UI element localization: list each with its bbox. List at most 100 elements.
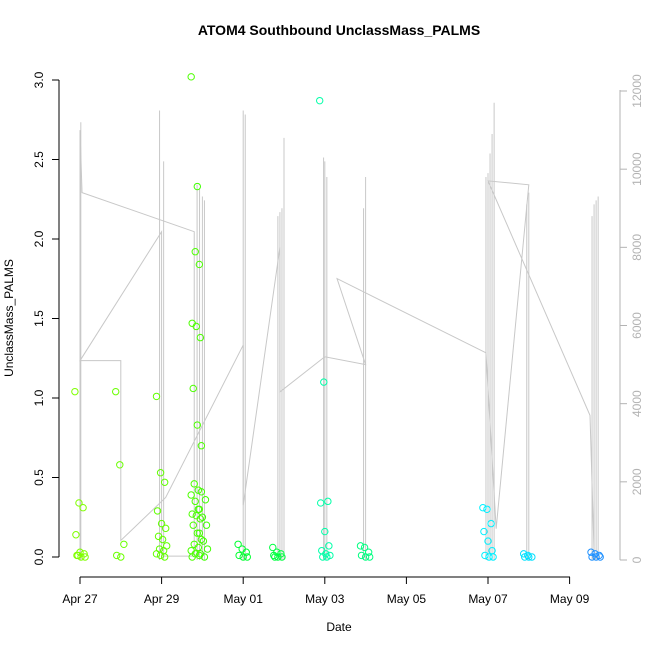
data-point-103 <box>485 553 493 561</box>
data-point-62 <box>199 537 208 545</box>
y2-tick-label-1: 2000 <box>630 468 644 495</box>
x-ticks: Apr 27 Apr 29 May 01 May 03 May 05 May 07 May … <box>62 577 590 606</box>
data-point-93 <box>357 551 366 560</box>
data-point-70 <box>239 553 247 561</box>
y2-tick-label-5: 10000 <box>630 152 644 186</box>
data-point-13 <box>113 551 121 560</box>
y-tick-label-6: 3.0 <box>32 71 46 88</box>
data-point-2 <box>79 504 87 512</box>
data-point-18 <box>153 507 162 515</box>
x-tick-label-0: Apr 27 <box>62 592 98 606</box>
data-point-48 <box>197 535 206 544</box>
data-point-72 <box>269 543 277 552</box>
y-tick-label-0: 0.0 <box>32 548 46 565</box>
data-point-36 <box>193 421 202 429</box>
x-tick-label-4: May 05 <box>387 592 427 606</box>
data-point-76 <box>274 553 282 561</box>
data-point-75 <box>270 551 278 560</box>
data-point-66 <box>234 540 242 548</box>
data-point-38 <box>190 480 198 488</box>
data-point-11 <box>116 461 124 469</box>
data-point-35 <box>189 384 197 393</box>
data-point-59 <box>198 513 207 521</box>
x-tick-label-6: May 09 <box>550 592 590 606</box>
data-point-0 <box>71 387 79 396</box>
data-point-58 <box>194 505 203 513</box>
data-point-57 <box>201 496 210 504</box>
data-point-69 <box>235 551 243 560</box>
y-tick-label-1: 0.5 <box>32 469 46 486</box>
x-tick-label-1: Apr 29 <box>144 592 180 606</box>
data-point-104 <box>489 553 497 561</box>
data-point-107 <box>528 553 536 561</box>
secondary-series-layer <box>79 102 599 560</box>
data-point-77 <box>278 553 286 561</box>
data-point-71 <box>243 553 251 561</box>
data-point-22 <box>158 535 167 544</box>
x-axis-title: Date <box>326 620 352 634</box>
data-point-8 <box>81 553 89 561</box>
data-point-79 <box>316 96 324 105</box>
y-tick-label-4: 2.0 <box>32 230 46 247</box>
data-point-81 <box>324 497 332 506</box>
axes-layer: Apr 27 Apr 29 May 01 May 03 May 05 May 07 May … <box>32 71 644 606</box>
data-point-95 <box>365 553 374 561</box>
data-point-55 <box>193 182 202 191</box>
data-point-88 <box>319 553 327 561</box>
data-point-33 <box>192 322 200 331</box>
data-point-46 <box>189 521 197 529</box>
data-point-41 <box>191 497 199 506</box>
points-layer <box>71 73 604 561</box>
data-point-65 <box>200 553 209 561</box>
data-point-110 <box>587 548 595 556</box>
data-point-90 <box>356 542 365 550</box>
data-point-108 <box>521 553 529 561</box>
data-point-10 <box>112 387 120 396</box>
data-point-14 <box>117 553 125 561</box>
data-point-20 <box>161 524 170 533</box>
data-point-28 <box>160 553 169 561</box>
data-point-29 <box>187 73 195 81</box>
data-point-89 <box>323 553 331 561</box>
data-point-1 <box>75 499 83 507</box>
x-tick-label-5: May 07 <box>468 592 508 606</box>
x-tick-label-3: May 03 <box>305 592 345 606</box>
data-point-105 <box>520 550 528 558</box>
y2-tick-label-0: 0 <box>630 556 644 563</box>
secondary-series-line <box>79 130 595 560</box>
data-point-91 <box>360 543 369 552</box>
data-point-83 <box>321 527 329 536</box>
data-point-94 <box>361 553 370 561</box>
data-point-63 <box>203 545 212 553</box>
y2-ticks: 0 2000 4000 6000 8000 10000 12000 <box>620 74 644 563</box>
y2-tick-label-2: 4000 <box>630 390 644 417</box>
data-point-15 <box>152 392 161 401</box>
data-point-115 <box>596 553 604 561</box>
data-point-60 <box>202 521 211 529</box>
data-point-97 <box>483 505 491 513</box>
data-point-80 <box>320 378 328 386</box>
data-point-114 <box>592 553 600 561</box>
data-point-78 <box>271 553 279 561</box>
data-point-45 <box>196 515 205 523</box>
data-point-109 <box>525 553 533 561</box>
y-tick-label-3: 1.5 <box>32 310 46 327</box>
data-point-43 <box>188 510 196 518</box>
data-point-53 <box>195 551 204 560</box>
data-point-96 <box>479 504 487 512</box>
data-point-82 <box>317 499 325 507</box>
data-point-27 <box>156 551 165 560</box>
data-point-54 <box>188 553 196 561</box>
data-point-50 <box>194 543 203 552</box>
data-point-56 <box>197 488 206 496</box>
data-point-61 <box>195 529 204 537</box>
y-ticks: 0.0 0.5 1.0 1.5 2.0 2.5 3.0 <box>32 71 59 565</box>
data-point-31 <box>195 260 204 269</box>
data-point-113 <box>588 553 596 561</box>
data-point-26 <box>152 550 161 558</box>
data-point-23 <box>163 542 171 550</box>
y-axis-title: UnclassMass_PALMS <box>2 259 16 377</box>
data-point-99 <box>480 527 488 536</box>
